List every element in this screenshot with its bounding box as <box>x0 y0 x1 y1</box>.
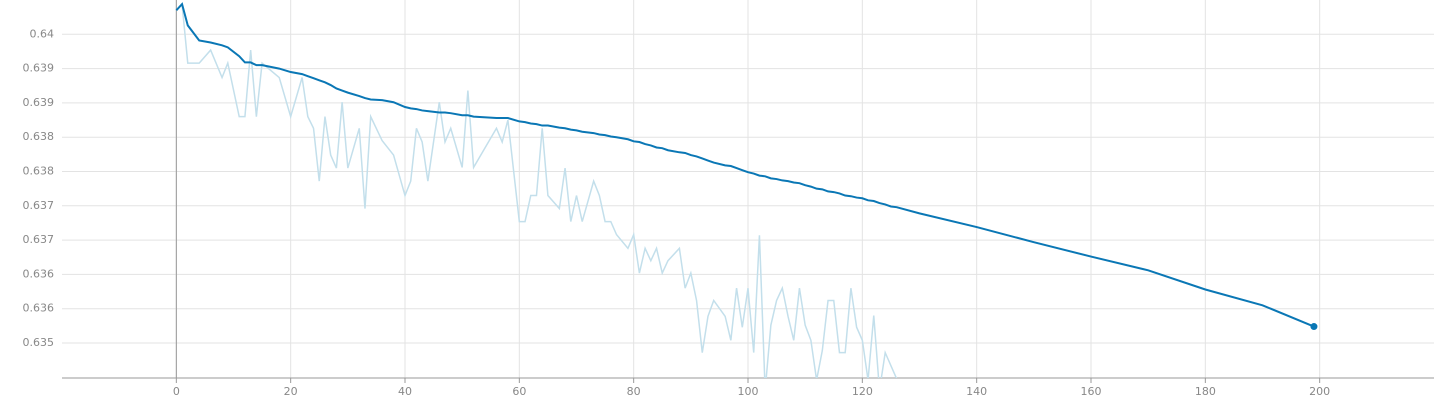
y-tick-label: 0.635 <box>23 336 55 349</box>
x-tick-label: 80 <box>627 385 641 398</box>
x-tick-label: 120 <box>852 385 873 398</box>
x-tick-label: 180 <box>1195 385 1216 398</box>
x-tick-label: 60 <box>512 385 526 398</box>
y-tick-label: 0.637 <box>23 199 55 212</box>
x-tick-label: 200 <box>1309 385 1330 398</box>
x-tick-label: 20 <box>284 385 298 398</box>
y-tick-label: 0.636 <box>23 302 55 315</box>
x-tick-label: 40 <box>398 385 412 398</box>
x-tick-label: 100 <box>738 385 759 398</box>
series-line <box>175 2 898 378</box>
y-tick-label: 0.639 <box>23 62 55 75</box>
y-tick-label: 0.636 <box>23 267 55 280</box>
x-tick-label: 160 <box>1081 385 1102 398</box>
x-tick-label: 140 <box>966 385 987 398</box>
y-tick-label: 0.638 <box>23 130 55 143</box>
y-tick-label: 0.64 <box>30 27 55 40</box>
y-tick-label: 0.639 <box>23 96 55 109</box>
y-tick-label: 0.637 <box>23 233 55 246</box>
x-tick-label: 0 <box>173 385 180 398</box>
y-tick-label: 0.638 <box>23 165 55 178</box>
series-line <box>175 2 1315 328</box>
last-point <box>1310 323 1318 331</box>
